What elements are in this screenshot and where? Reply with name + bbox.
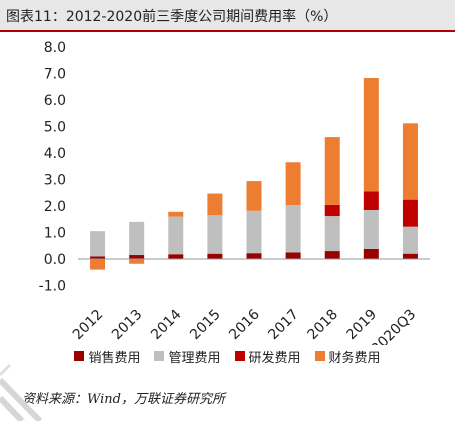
bar-segment-2018-0 <box>324 251 340 259</box>
legend-label-selling: 销售费用 <box>88 350 141 366</box>
y-tick-label: -1.0 <box>39 279 66 295</box>
bar-segment-2016-0 <box>246 253 262 259</box>
bar-segment-2013-1 <box>129 221 145 256</box>
bar-segment-2015-3 <box>207 193 223 216</box>
legend-item-finance: 财务费用 <box>314 345 381 367</box>
bar-segment-2012-3 <box>90 259 106 270</box>
bar-segment-2012-1 <box>90 231 106 257</box>
x-tick-label: 2017 <box>265 307 302 344</box>
x-tick-label: 2015 <box>187 307 224 344</box>
x-tick-label: 2020Q3 <box>369 307 420 345</box>
y-axis: 8.0 7.0 6.0 5.0 4.0 3.0 2.0 1.0 0.0 -1.0 <box>39 40 66 295</box>
stacked-bar-chart: 8.0 7.0 6.0 5.0 4.0 3.0 2.0 1.0 0.0 -1.0 2012 2013… <box>39 40 430 345</box>
y-tick-label: 1.0 <box>44 226 66 242</box>
legend-label-admin: 管理费用 <box>168 350 221 366</box>
x-tick-label: 2014 <box>148 306 185 343</box>
chart-title: 图表11：2012-2020前三季度公司期间费用率（%） <box>0 0 455 30</box>
x-tick-label: 2019 <box>344 307 381 344</box>
bar-segment-2017-3 <box>285 162 301 206</box>
y-tick-label: 7.0 <box>44 67 66 83</box>
legend-swatch-rnd <box>234 351 245 361</box>
bar-segment-2012-0 <box>90 256 106 259</box>
bar-segment-2018-2 <box>324 204 340 217</box>
x-tick-label: 2018 <box>305 307 342 344</box>
bar-segment-2020Q3-2 <box>402 199 418 227</box>
bar-segment-2017-0 <box>285 252 301 259</box>
y-tick-label: 8.0 <box>44 40 66 56</box>
bar-segment-2016-3 <box>246 181 262 211</box>
y-tick-label: 0.0 <box>44 252 66 268</box>
legend: 销售费用 管理费用 研发费用 财务费用 <box>0 345 455 367</box>
legend-swatch-admin <box>154 351 165 361</box>
y-tick-label: 2.0 <box>44 199 66 215</box>
bar-segment-2013-0 <box>129 255 145 259</box>
legend-item-admin: 管理费用 <box>154 345 221 367</box>
bar-segment-2013-3 <box>129 259 145 264</box>
bar-segment-2020Q3-3 <box>402 123 418 200</box>
bar-segment-2014-3 <box>168 211 184 217</box>
y-tick-label: 3.0 <box>44 173 66 189</box>
bar-segment-2015-0 <box>207 253 223 259</box>
bars <box>90 78 418 270</box>
bar-segment-2019-0 <box>363 248 379 259</box>
bar-segment-2016-1 <box>246 210 262 254</box>
legend-item-rnd: 研发费用 <box>234 345 301 367</box>
watermark-logo <box>0 363 43 421</box>
bar-segment-2014-1 <box>168 216 184 255</box>
bar-segment-2018-1 <box>324 216 340 252</box>
legend-swatch-selling <box>74 351 85 361</box>
x-tick-label: 2012 <box>70 307 107 344</box>
bar-segment-2015-1 <box>207 215 223 254</box>
bar-segment-2017-1 <box>285 205 301 253</box>
source-note: 资料来源：Wind，万联证券研究所 <box>22 392 225 407</box>
legend-item-selling: 销售费用 <box>74 345 140 367</box>
bar-segment-2019-1 <box>363 209 379 249</box>
legend-label-finance: 财务费用 <box>328 350 381 366</box>
y-tick-label: 4.0 <box>44 146 66 162</box>
legend-label-rnd: 研发费用 <box>248 350 301 366</box>
bar-segment-2018-3 <box>324 137 340 205</box>
bar-segment-2020Q3-0 <box>402 253 418 259</box>
x-tick-label: 2013 <box>109 307 146 344</box>
y-tick-label: 6.0 <box>44 93 66 109</box>
bar-segment-2019-2 <box>363 191 379 210</box>
bar-segment-2019-3 <box>363 78 379 192</box>
title-underline <box>0 30 455 32</box>
x-tick-label: 2016 <box>226 306 263 343</box>
y-tick-label: 5.0 <box>44 120 66 136</box>
legend-swatch-finance <box>314 351 325 361</box>
bar-segment-2020Q3-1 <box>402 226 418 254</box>
bar-segment-2014-0 <box>168 254 184 259</box>
